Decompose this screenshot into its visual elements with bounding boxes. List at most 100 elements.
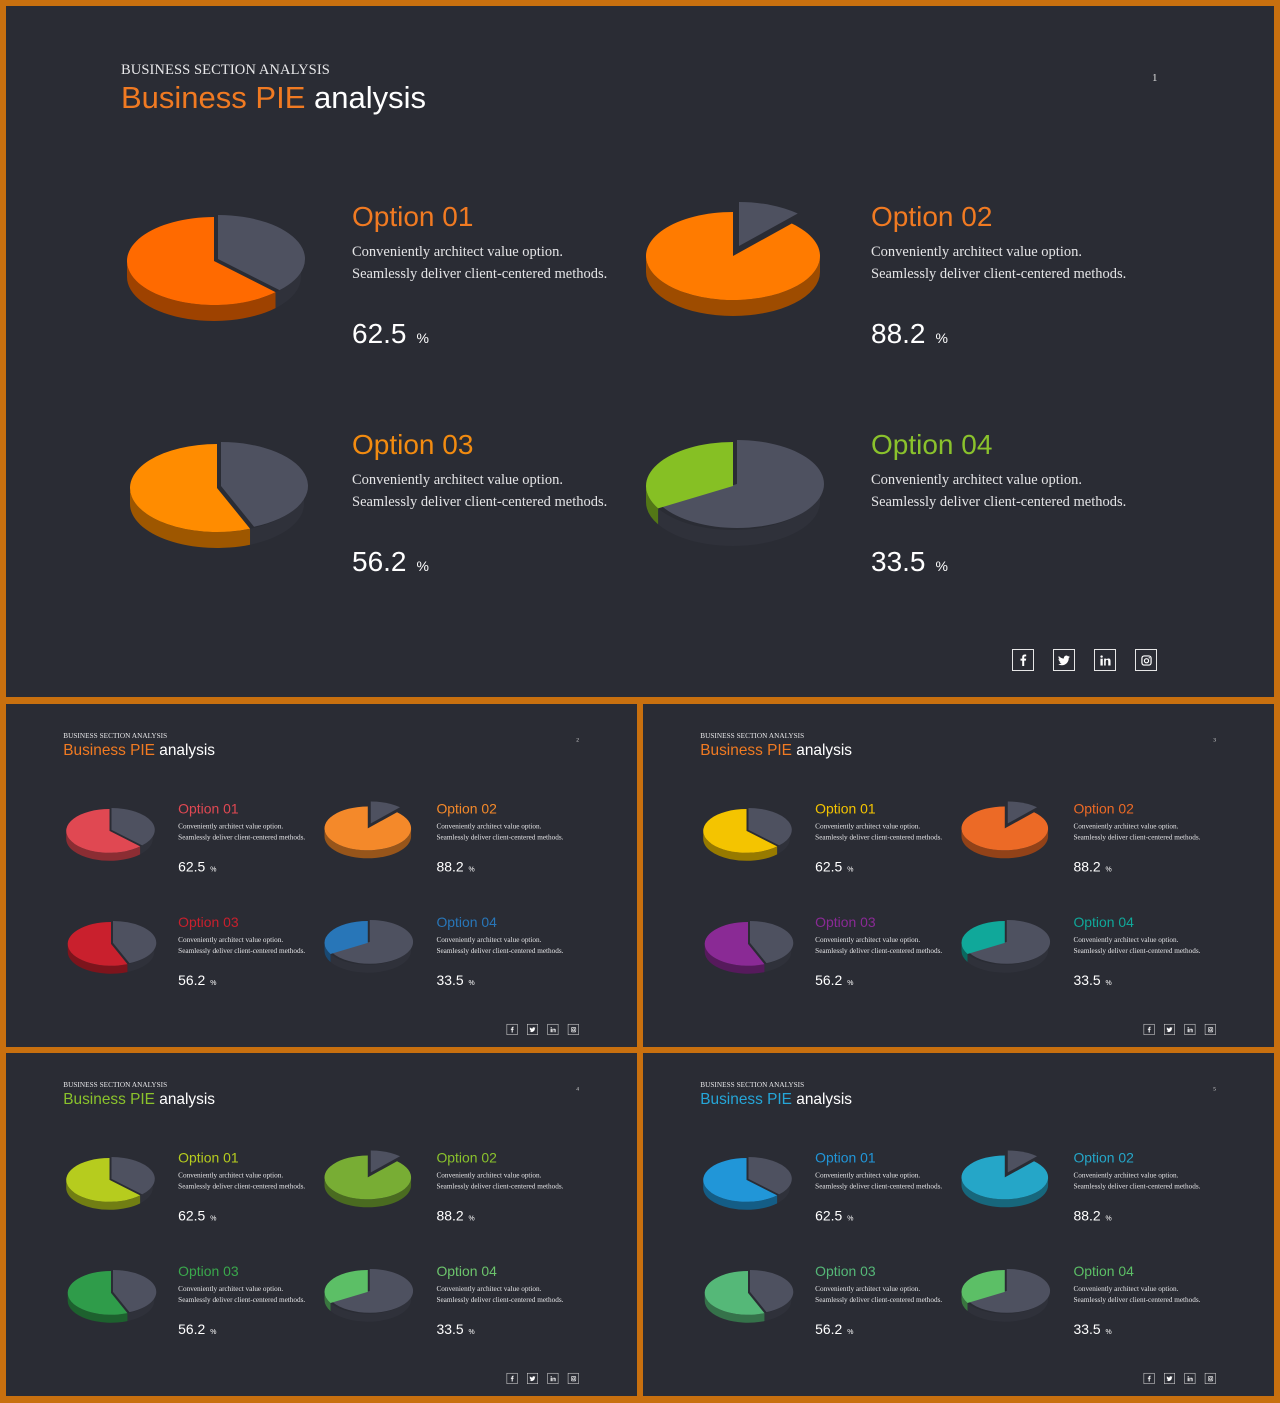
instagram-button[interactable] (1135, 649, 1157, 671)
option-description: Conveniently architect value option. Seam… (871, 241, 1126, 285)
option-value: 56.2% (352, 546, 429, 578)
instagram-button[interactable] (1204, 1023, 1216, 1035)
linkedin-button[interactable] (1184, 1372, 1196, 1384)
value-unit: % (935, 558, 948, 574)
option-title: Option 03 (815, 914, 876, 930)
description-line-2: Seamlessly deliver client-centered metho… (352, 266, 608, 282)
twitter-button[interactable] (527, 1023, 538, 1035)
pie-chart-4 (961, 1268, 1051, 1322)
value-unit: % (1105, 865, 1112, 874)
pie-chart-1 (66, 808, 155, 861)
option-value: 33.5% (1073, 1322, 1111, 1338)
instagram-icon (570, 1026, 576, 1033)
description-line-2: Seamlessly deliver client-centered metho… (871, 266, 1127, 282)
option-value: 88.2% (436, 1208, 474, 1224)
pie-chart-3 (67, 1269, 157, 1323)
option-description: Conveniently architect value option. Seam… (436, 1283, 563, 1305)
slide-title: Business PIE analysis (63, 1090, 215, 1108)
option-value: 33.5% (871, 546, 948, 578)
instagram-button[interactable] (1204, 1372, 1216, 1384)
value-number: 33.5 (436, 972, 464, 989)
option-value: 88.2% (1073, 1208, 1111, 1224)
option-value: 62.5% (178, 859, 216, 875)
option-title: Option 01 (815, 1150, 876, 1166)
option-value: 62.5% (815, 859, 853, 875)
option-value: 56.2% (178, 973, 216, 989)
slide-kicker: BUSINESS SECTION ANALYSIS (63, 731, 168, 740)
option-title: Option 04 (871, 429, 993, 460)
linkedin-button[interactable] (1184, 1023, 1196, 1035)
pie-chart-1 (703, 808, 792, 861)
twitter-icon (1166, 1026, 1173, 1032)
facebook-button[interactable] (1143, 1372, 1155, 1384)
description-line-1: Conveniently architect value option. (815, 1171, 921, 1180)
option-description: Conveniently architect value option. Seam… (178, 1170, 305, 1192)
title-accent: Business PIE (700, 1089, 792, 1108)
description-line-1: Conveniently architect value option. (1073, 1171, 1179, 1180)
value-unit: % (468, 1214, 475, 1223)
option-title: Option 01 (352, 201, 474, 232)
instagram-button[interactable] (567, 1023, 579, 1035)
description-line-2: Seamlessly deliver client-centered metho… (1073, 946, 1201, 955)
description-line-1: Conveniently architect value option. (436, 1284, 542, 1293)
option-description: Conveniently architect value option. Seam… (178, 821, 305, 843)
value-number: 62.5 (178, 859, 206, 875)
value-number: 88.2 (1073, 1208, 1101, 1224)
title-accent: Business PIE (63, 740, 155, 759)
option-title: Option 02 (871, 201, 993, 232)
description-line-1: Conveniently architect value option. (436, 935, 542, 944)
facebook-button[interactable] (506, 1372, 518, 1384)
value-number: 62.5 (352, 318, 407, 349)
description-line-1: Conveniently architect value option. (352, 244, 563, 260)
slide-4: BUSINESS SECTION ANALYSIS Business PIE an… (6, 1053, 637, 1396)
linkedin-button[interactable] (1094, 649, 1116, 671)
description-line-2: Seamlessly deliver client-centered metho… (1073, 833, 1201, 842)
option-title: Option 04 (1073, 1263, 1134, 1279)
value-unit: % (847, 1327, 854, 1336)
description-line-1: Conveniently architect value option. (178, 1171, 284, 1180)
twitter-button[interactable] (527, 1372, 538, 1384)
option-value: 33.5% (436, 1322, 474, 1338)
title-rest: analysis (314, 80, 426, 115)
option-title: Option 04 (436, 914, 497, 930)
value-unit: % (847, 1214, 854, 1223)
description-line-2: Seamlessly deliver client-centered metho… (1073, 1295, 1201, 1304)
value-number: 56.2 (815, 1321, 843, 1338)
linkedin-icon (1187, 1026, 1193, 1032)
instagram-button[interactable] (567, 1372, 579, 1384)
option-value: 56.2% (815, 1322, 853, 1338)
pie-chart-2 (324, 801, 412, 859)
description-line-1: Conveniently architect value option. (436, 822, 542, 831)
twitter-button[interactable] (1164, 1023, 1175, 1035)
pie-chart-2 (324, 1150, 412, 1208)
facebook-button[interactable] (1012, 649, 1034, 671)
facebook-button[interactable] (506, 1023, 518, 1035)
linkedin-button[interactable] (547, 1372, 559, 1384)
value-unit: % (210, 865, 217, 874)
instagram-icon (570, 1375, 576, 1382)
option-value: 88.2% (436, 859, 474, 875)
value-number: 33.5 (871, 546, 926, 577)
option-description: Conveniently architect value option. Seam… (1073, 1283, 1200, 1305)
description-line-2: Seamlessly deliver client-centered metho… (815, 946, 943, 955)
option-title: Option 03 (178, 914, 239, 930)
value-number: 33.5 (1073, 972, 1101, 989)
value-number: 62.5 (815, 1208, 843, 1224)
description-line-2: Seamlessly deliver client-centered metho… (178, 833, 306, 842)
description-line-2: Seamlessly deliver client-centered metho… (871, 494, 1127, 510)
value-unit: % (468, 978, 475, 987)
option-title: Option 02 (436, 1150, 497, 1166)
slide-1: BUSINESS SECTION ANALYSIS Business PIE an… (6, 6, 1274, 697)
option-title: Option 04 (1073, 914, 1134, 930)
linkedin-button[interactable] (547, 1023, 559, 1035)
option-description: Conveniently architect value option. Seam… (436, 1170, 563, 1192)
twitter-button[interactable] (1164, 1372, 1175, 1384)
twitter-icon (1166, 1375, 1173, 1381)
description-line-2: Seamlessly deliver client-centered metho… (352, 494, 608, 510)
facebook-button[interactable] (1143, 1023, 1155, 1035)
value-unit: % (935, 330, 948, 346)
option-title: Option 03 (352, 429, 474, 460)
twitter-button[interactable] (1053, 649, 1075, 671)
value-unit: % (210, 1214, 217, 1223)
value-unit: % (210, 978, 217, 987)
